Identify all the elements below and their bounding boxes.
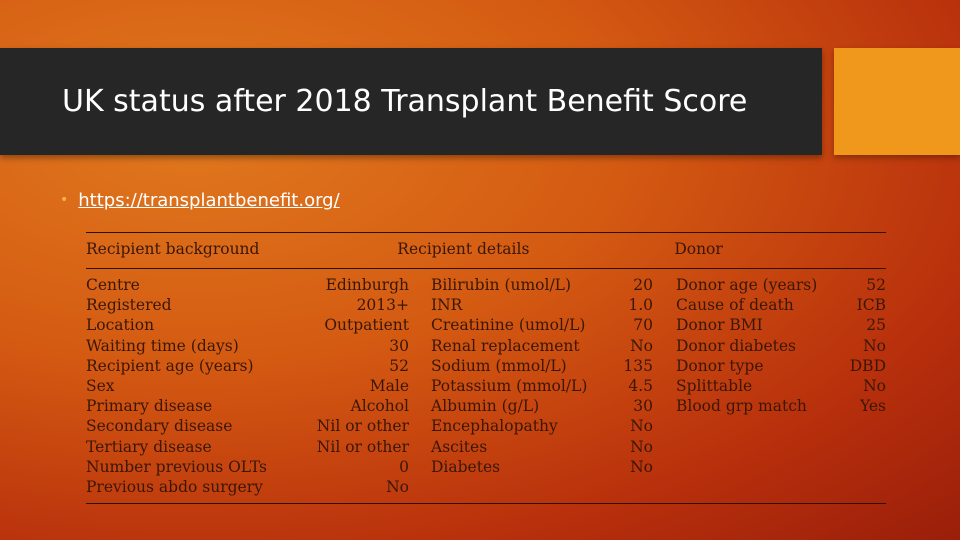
recipient-detail-label: Creatinine (umol/L)	[431, 316, 586, 335]
table-row: Centre Edinburgh Bilirubin (umol/L) 20 Donor…	[86, 275, 886, 295]
recipient-background-label: Primary disease	[86, 397, 213, 416]
recipient-background-label: Tertiary disease	[86, 437, 212, 456]
recipient-background-value: Male	[369, 377, 409, 396]
transplantbenefit-link[interactable]: https://transplantbenefit.org/	[78, 190, 340, 211]
donor-label: Cause of death	[676, 296, 794, 315]
donor-label: Donor age (years)	[676, 276, 818, 294]
table-row: Waiting time (days) 30 Renal replacement No…	[86, 336, 886, 356]
recipient-detail-value: 20	[633, 276, 653, 294]
recipient-detail-label: Diabetes	[431, 457, 501, 476]
donor-label	[676, 457, 826, 477]
donor-label: Donor BMI	[676, 316, 763, 335]
score-table: Recipient background Recipient details D…	[86, 232, 886, 505]
donor-value	[826, 457, 886, 477]
recipient-detail-label: Bilirubin (umol/L)	[431, 276, 572, 294]
table-header-rule	[86, 268, 886, 269]
donor-value: No	[863, 336, 886, 355]
donor-label	[676, 416, 826, 436]
donor-value: No	[863, 377, 886, 396]
recipient-background-label: Secondary disease	[86, 417, 233, 436]
recipient-detail-label: INR	[431, 296, 463, 315]
recipient-background-value: 2013+	[356, 296, 409, 315]
recipient-background-label: Number previous OLTs	[86, 457, 267, 476]
recipient-background-value: Alcohol	[350, 397, 409, 416]
recipient-detail-value: No	[630, 417, 653, 436]
recipient-detail-label: Renal replacement	[431, 336, 580, 355]
recipient-background-value: Nil or other	[316, 417, 409, 436]
recipient-detail-label: Potassium (mmol/L)	[431, 377, 588, 396]
title-bar	[0, 48, 822, 155]
header-donor: Donor	[674, 240, 723, 258]
recipient-background-label: Registered	[86, 296, 172, 315]
recipient-detail-value: 70	[633, 316, 653, 335]
donor-value: 25	[866, 316, 886, 335]
donor-label: Donor type	[676, 356, 764, 375]
recipient-detail-value: 1.0	[628, 296, 653, 315]
table-header-row: Recipient background Recipient details D…	[86, 233, 886, 264]
header-recipient-details: Recipient details	[397, 240, 530, 258]
recipient-background-label: Centre	[86, 276, 140, 294]
slide-title: UK status after 2018 Transplant Benefit …	[62, 84, 748, 119]
donor-value	[826, 437, 886, 457]
table-row: Tertiary disease Nil or other Ascites No	[86, 437, 886, 457]
recipient-background-value: Nil or other	[316, 437, 409, 456]
recipient-detail-label	[431, 477, 611, 497]
score-table-grid: Recipient background Recipient details D…	[86, 233, 886, 264]
donor-label: Blood grp match	[676, 397, 807, 416]
donor-value: ICB	[856, 296, 886, 315]
recipient-detail-label: Sodium (mmol/L)	[431, 356, 567, 375]
recipient-background-value: No	[386, 478, 409, 497]
table-row: Registered 2013+ INR 1.0 Cause of death ICB	[86, 295, 886, 315]
table-row: Previous abdo surgery No	[86, 477, 886, 497]
table-top-rule	[86, 232, 886, 233]
table-row: Secondary disease Nil or other Encephalopa…	[86, 416, 886, 436]
recipient-detail-label: Encephalopathy	[431, 417, 558, 436]
recipient-background-label: Sex	[86, 377, 115, 396]
score-table-body: Centre Edinburgh Bilirubin (umol/L) 20 Donor…	[86, 269, 886, 497]
donor-label	[676, 477, 826, 497]
table-row: Number previous OLTs 0 Diabetes No	[86, 457, 886, 477]
donor-value: 52	[866, 276, 886, 294]
recipient-background-label: Previous abdo surgery	[86, 478, 263, 497]
table-row: Recipient age (years) 52 Sodium (mmol/L) 13…	[86, 356, 886, 376]
recipient-detail-value: 30	[633, 397, 653, 416]
table-row: Primary disease Alcohol Albumin (g/L) 30 Blo…	[86, 396, 886, 416]
recipient-detail-value: No	[630, 457, 653, 476]
recipient-background-label: Location	[86, 316, 155, 335]
table-bottom-rule	[86, 503, 886, 505]
recipient-background-value: Outpatient	[324, 316, 409, 335]
recipient-background-value: 0	[399, 457, 409, 476]
donor-label: Splittable	[676, 377, 753, 396]
donor-value	[826, 416, 886, 436]
recipient-detail-value: 135	[623, 356, 653, 375]
table-row: Sex Male Potassium (mmol/L) 4.5 Splittable No	[86, 376, 886, 396]
donor-label	[676, 437, 826, 457]
recipient-background-value: 30	[389, 336, 409, 355]
donor-label: Donor diabetes	[676, 336, 796, 355]
bullet-item: • https://transplantbenefit.org/	[60, 190, 340, 211]
recipient-detail-value: No	[630, 437, 653, 456]
recipient-detail-label: Albumin (g/L)	[431, 397, 540, 416]
donor-value: DBD	[849, 356, 886, 375]
header-recipient-background: Recipient background	[86, 240, 260, 258]
donor-value: Yes	[859, 397, 886, 416]
donor-value	[826, 477, 886, 497]
accent-box	[834, 48, 960, 155]
recipient-detail-value	[611, 477, 653, 497]
table-row: Location Outpatient Creatinine (umol/L) 70 D…	[86, 315, 886, 335]
recipient-background-value: 52	[389, 356, 409, 375]
bullet-dot-icon: •	[60, 192, 69, 208]
recipient-detail-value: 4.5	[628, 377, 653, 396]
recipient-detail-value: No	[630, 336, 653, 355]
recipient-detail-label: Ascites	[431, 437, 488, 456]
recipient-background-label: Waiting time (days)	[86, 336, 239, 355]
recipient-background-label: Recipient age (years)	[86, 356, 254, 375]
recipient-background-value: Edinburgh	[325, 276, 409, 294]
